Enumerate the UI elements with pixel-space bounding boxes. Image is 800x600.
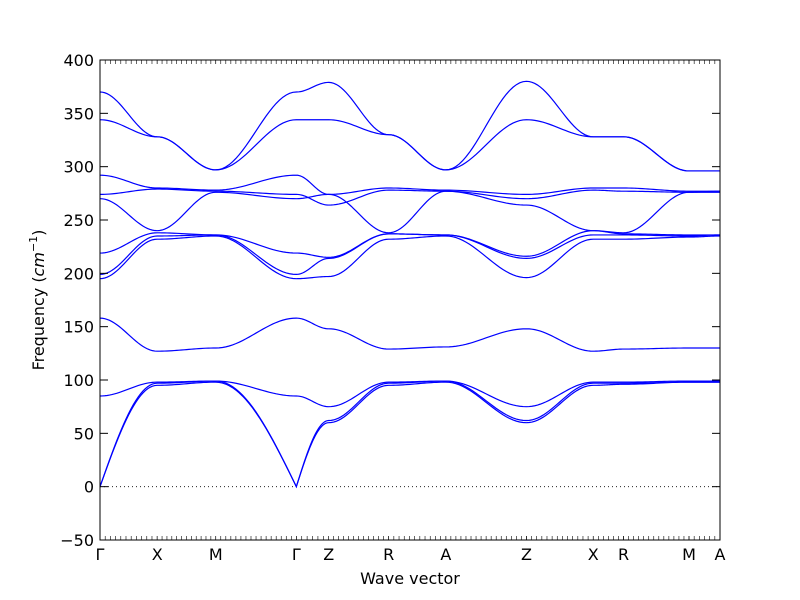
x-axis-title: Wave vector [360, 569, 460, 588]
branch-line-10 [99, 174, 720, 196]
branch-line-12 [99, 80, 720, 172]
branch-line-7 [99, 230, 720, 258]
x-tick-label: M [209, 545, 223, 564]
x-tick-label: R [618, 545, 629, 564]
branch-line-5 [99, 235, 720, 280]
x-tick-label: A [440, 545, 451, 564]
y-tick-label: 100 [63, 371, 94, 390]
y-tick-label: 400 [63, 51, 94, 70]
y-tick-label: 350 [63, 104, 94, 123]
x-tick-label: Z [323, 545, 334, 564]
x-tick-label: R [383, 545, 394, 564]
branch-line-1 [99, 381, 720, 489]
dispersion-branches [99, 80, 721, 489]
x-tick-label: M [682, 545, 696, 564]
y-tick-label: 300 [63, 158, 94, 177]
y-axis-title-exponent: −1 [27, 236, 40, 252]
x-tick-label: Γ [96, 545, 105, 564]
y-axis-title: Frequency (cm−1) [27, 230, 48, 371]
y-tick-label: 0 [84, 478, 94, 497]
y-tick-label: 200 [63, 264, 94, 283]
y-axis-title-text: Frequency ( [29, 276, 48, 370]
branch-line-3 [99, 380, 720, 408]
x-tick-label: A [715, 545, 726, 564]
x-tick-label: Γ [292, 545, 301, 564]
y-tick-label: 150 [63, 318, 94, 337]
x-tick-label: X [588, 545, 599, 564]
y-axis-title-suffix: ) [29, 230, 48, 236]
x-tick-label: Z [521, 545, 532, 564]
y-tick-label: −50 [60, 531, 94, 550]
x-tick-label: X [152, 545, 163, 564]
y-tick-label: 50 [74, 424, 94, 443]
branch-line-4 [99, 317, 720, 352]
y-tick-label: 250 [63, 211, 94, 230]
plot-frame [99, 59, 721, 541]
y-axis-title-unit: cm [29, 252, 48, 276]
branch-line-9 [99, 188, 720, 206]
branch-line-8 [99, 190, 720, 234]
